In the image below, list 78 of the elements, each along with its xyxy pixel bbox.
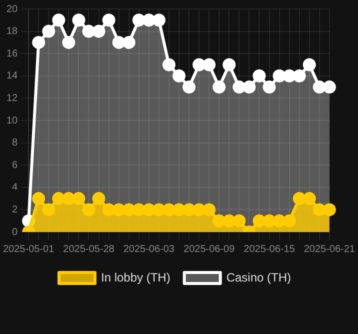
point xyxy=(312,80,326,94)
y-tick-label: 12 xyxy=(6,92,18,104)
x-tick-label: 2025-06-15 xyxy=(244,244,296,255)
y-tick-label: 18 xyxy=(6,26,18,38)
point xyxy=(312,203,326,216)
x-tick-label: 2025-06-09 xyxy=(184,244,236,255)
point xyxy=(302,192,316,206)
point xyxy=(252,214,266,228)
point xyxy=(182,80,196,94)
point xyxy=(152,14,166,27)
legend-label: In lobby (TH) xyxy=(100,270,170,284)
point xyxy=(32,36,46,49)
x-tick-label: 2025-06-03 xyxy=(123,244,175,255)
point xyxy=(162,203,176,216)
point xyxy=(272,69,286,82)
x-tick-label: 2025-05-28 xyxy=(63,244,115,255)
point xyxy=(132,14,146,27)
point xyxy=(92,192,106,206)
point xyxy=(102,14,116,27)
point xyxy=(202,203,216,216)
y-tick-label: 10 xyxy=(6,115,18,126)
point xyxy=(82,203,96,216)
point xyxy=(152,203,166,216)
y-tick-label: 8 xyxy=(12,138,18,149)
point xyxy=(202,58,216,72)
point xyxy=(222,214,236,228)
point xyxy=(172,69,186,82)
point xyxy=(192,58,206,72)
point xyxy=(102,203,116,216)
y-tick-label: 2 xyxy=(12,204,18,216)
point xyxy=(242,80,256,94)
x-tick-label: 2025-05-01 xyxy=(3,244,55,255)
y-tick-label: 16 xyxy=(6,48,18,60)
point xyxy=(72,14,86,27)
point xyxy=(212,214,226,228)
y-tick-label: 14 xyxy=(6,70,18,82)
point xyxy=(252,69,266,82)
point xyxy=(42,203,56,216)
legend-label: Casino (TH) xyxy=(226,270,292,284)
point xyxy=(32,192,46,206)
point xyxy=(222,58,236,72)
point xyxy=(142,14,156,27)
point xyxy=(282,69,296,82)
point xyxy=(82,24,96,38)
point xyxy=(212,80,226,94)
point xyxy=(52,14,66,27)
point xyxy=(172,203,186,216)
y-tick-label: 6 xyxy=(12,160,18,171)
point xyxy=(112,203,126,216)
point xyxy=(322,80,336,94)
point xyxy=(122,36,136,49)
point xyxy=(112,36,126,49)
point xyxy=(62,192,76,206)
point xyxy=(142,203,156,216)
point xyxy=(302,58,316,72)
point xyxy=(262,214,276,228)
point xyxy=(192,203,206,216)
point xyxy=(72,192,86,206)
point xyxy=(232,80,246,94)
y-tick-label: 0 xyxy=(12,226,18,238)
point xyxy=(42,24,56,38)
point xyxy=(62,36,76,49)
point xyxy=(292,192,306,206)
point xyxy=(92,24,106,38)
point xyxy=(272,214,286,228)
point xyxy=(282,214,296,228)
point xyxy=(262,80,276,94)
point xyxy=(162,58,176,72)
y-tick-label: 20 xyxy=(6,4,18,15)
point xyxy=(132,203,146,216)
point xyxy=(182,203,196,216)
y-tick-label: 4 xyxy=(12,182,18,194)
point xyxy=(122,203,136,216)
point xyxy=(232,214,246,228)
point xyxy=(292,69,306,82)
point xyxy=(322,203,336,216)
x-tick-label: 2025-06-21 xyxy=(304,244,356,255)
point xyxy=(52,192,66,206)
